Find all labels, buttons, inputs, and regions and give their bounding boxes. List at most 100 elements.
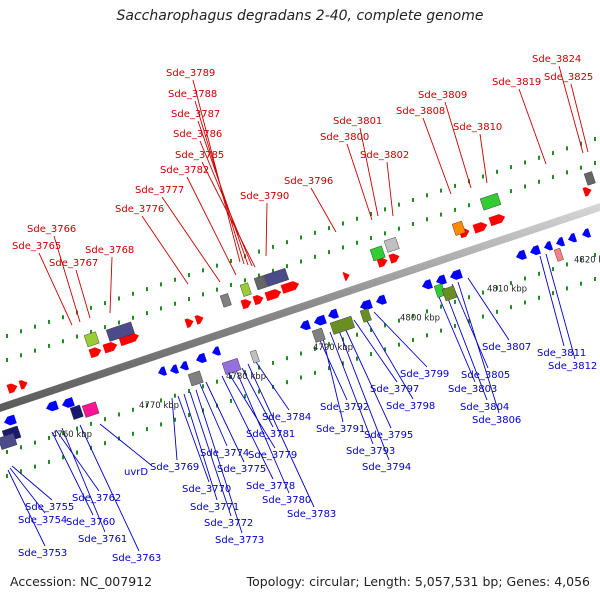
track-dot — [594, 253, 596, 258]
track-dot — [34, 440, 36, 445]
axis-tick-label: 4760 kbp — [52, 430, 92, 440]
track-dot — [314, 230, 316, 235]
axis-tick-label: 4790 kbp — [313, 343, 353, 353]
track-dot — [496, 285, 498, 290]
track-dot — [356, 216, 358, 221]
connector-line — [235, 369, 290, 494]
track-dot — [552, 151, 554, 156]
track-dot — [412, 337, 414, 342]
reverse-gene-arrow — [180, 360, 190, 371]
track-dot — [370, 236, 372, 241]
track-dot — [594, 277, 596, 282]
connector-line — [9, 467, 46, 514]
gene-label: Sde_3802 — [360, 150, 409, 161]
track-dot — [188, 389, 190, 394]
gene-label: Sde_3793 — [346, 446, 395, 457]
forward-gene-box — [105, 321, 135, 342]
track-dot — [426, 333, 428, 338]
reverse-gene-arrow — [422, 279, 433, 290]
gene-label: Sde_3794 — [362, 462, 411, 473]
track-dot — [524, 184, 526, 189]
forward-gene-labels: Sde_3789 Sde_3788 Sde_3787 Sde_3786 Sde_3785… — [12, 54, 593, 269]
connector-line — [79, 424, 140, 552]
connector-line — [171, 397, 178, 461]
gene-label: Sde_3805 — [461, 370, 510, 381]
track-dot — [48, 459, 50, 464]
forward-gene-arrow — [18, 380, 28, 390]
gene-label: Sde_3810 — [453, 122, 502, 133]
reverse-gene-arrow — [516, 249, 527, 260]
track-dot — [566, 286, 568, 291]
track-dot — [76, 450, 78, 455]
label-connectors — [7, 65, 589, 552]
forward-gene-box — [383, 236, 400, 253]
connector-line — [161, 196, 221, 283]
track-dot — [132, 291, 134, 296]
connector-line — [177, 395, 210, 483]
gene-label: Sde_3803 — [448, 384, 497, 395]
track-dot — [76, 426, 78, 431]
track-dot — [426, 309, 428, 314]
track-dot — [146, 311, 148, 316]
gene-label: Sde_3795 — [364, 430, 413, 441]
track-dot — [34, 324, 36, 329]
track-dot — [286, 380, 288, 385]
gene-label: Sde_3775 — [217, 464, 266, 475]
forward-gene-arrow — [376, 257, 388, 268]
track-dot — [216, 263, 218, 268]
track-dot — [34, 464, 36, 469]
gene-label: Sde_3785 — [175, 150, 224, 161]
connector-line — [443, 287, 488, 401]
track-dot — [244, 370, 246, 375]
gene-label: Sde_3784 — [262, 412, 311, 423]
track-dot — [230, 398, 232, 403]
track-dot — [454, 323, 456, 328]
gene-label: Sde_3824 — [532, 54, 581, 65]
forward-gene-arrow — [240, 299, 252, 310]
track-dot — [314, 254, 316, 259]
track-dot — [174, 301, 176, 306]
track-dot — [580, 165, 582, 170]
track-dot — [132, 407, 134, 412]
track-dot — [160, 282, 162, 287]
track-dot — [90, 305, 92, 310]
track-dot — [580, 257, 582, 262]
axis-tick-label: 4770 kbp — [139, 401, 179, 411]
connector-line — [539, 255, 565, 347]
track-dot — [118, 296, 120, 301]
track-dot — [6, 473, 8, 478]
track-dot — [426, 193, 428, 198]
connector-line — [386, 161, 394, 217]
track-dot — [146, 403, 148, 408]
reverse-gene-arrow — [360, 299, 373, 311]
track-dot — [496, 309, 498, 314]
track-dot — [594, 137, 596, 142]
track-dot — [384, 207, 386, 212]
track-dot — [356, 356, 358, 361]
track-dot — [6, 449, 8, 454]
track-dot — [538, 179, 540, 184]
connector-line — [227, 371, 276, 449]
gene-label: Sde_3772 — [204, 518, 253, 529]
track-dot — [188, 413, 190, 418]
track-dot — [538, 295, 540, 300]
track-dot — [356, 332, 358, 337]
track-dot — [48, 343, 50, 348]
gene-label: Sde_3804 — [460, 402, 509, 413]
axis-tick-label: 4820 kbp — [574, 255, 600, 265]
track-dot — [482, 314, 484, 319]
forward-gene-arrow — [194, 315, 204, 325]
connector-line — [558, 65, 584, 154]
gene-label: Sde_3768 — [85, 245, 134, 256]
track-dot — [216, 379, 218, 384]
track-dot — [370, 352, 372, 357]
track-dot — [524, 160, 526, 165]
track-dot — [412, 221, 414, 226]
track-dot — [538, 271, 540, 276]
track-dot — [104, 301, 106, 306]
reverse-gene-arrow — [450, 269, 463, 280]
reverse-gene-box — [329, 315, 356, 335]
track-dot — [566, 262, 568, 267]
track-dot — [300, 235, 302, 240]
track-dot — [566, 146, 568, 151]
